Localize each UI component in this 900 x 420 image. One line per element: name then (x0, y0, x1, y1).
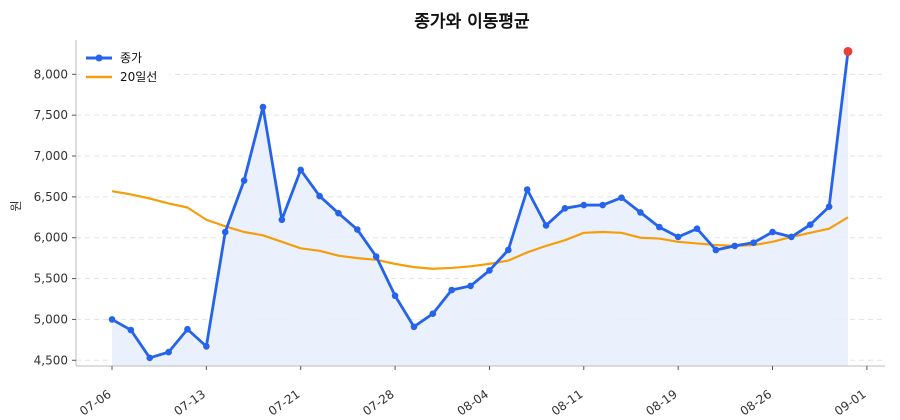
close-point (410, 323, 418, 331)
close-point (825, 203, 833, 210)
close-point (486, 267, 493, 274)
x-tick-label: 07-21 (266, 387, 303, 418)
close-point (788, 233, 795, 241)
close-point (146, 354, 154, 362)
close-point (618, 194, 625, 201)
y-tick-label: 8,000 (34, 67, 68, 81)
close-point (316, 192, 323, 200)
close-point (108, 316, 116, 323)
legend-label-close: 종가 (120, 51, 142, 65)
legend-marker-close (95, 54, 103, 62)
y-tick-label: 4,500 (34, 353, 68, 367)
close-point (731, 242, 739, 250)
close-point (372, 253, 380, 260)
area-fill-layer (112, 51, 848, 366)
legend: 종가 20일선 (80, 45, 170, 89)
close-point (505, 246, 512, 254)
series-layer (108, 46, 853, 362)
close-point (467, 282, 474, 290)
close-point (429, 310, 437, 318)
close-point (278, 216, 286, 224)
close-point (750, 239, 757, 246)
y-tick-label: 6,500 (34, 190, 68, 204)
close-point (184, 325, 191, 333)
y-tick-label: 5,000 (34, 312, 68, 326)
close-point (580, 201, 588, 209)
axes (75, 40, 885, 367)
x-tick-label: 08-11 (549, 387, 586, 418)
close-point (259, 103, 267, 111)
y-ticks: 4,500 5,000 5,500 6,000 6,500 7,000 7,500 8,000 (34, 67, 76, 367)
close-point (561, 205, 569, 212)
close-point (297, 166, 305, 174)
close-point (542, 222, 550, 229)
close-point (391, 292, 399, 300)
close-point (637, 209, 644, 216)
x-tick-label: 07-28 (360, 387, 397, 418)
close-line (111, 51, 850, 360)
y-tick-label: 6,000 (34, 231, 68, 245)
x-tick-label: 07-06 (77, 387, 114, 418)
close-point (599, 201, 606, 209)
close-point (712, 246, 720, 254)
close-point (693, 225, 701, 233)
close-point (523, 186, 531, 193)
legend-box (80, 45, 170, 89)
ma20-line (111, 190, 849, 270)
close-area-fill (112, 51, 848, 366)
y-tick-label: 7,500 (34, 108, 68, 122)
close-point (806, 221, 814, 228)
legend-label-ma20: 20일선 (120, 70, 157, 84)
close-point (165, 348, 172, 356)
close-point (221, 228, 229, 236)
close-point (127, 326, 135, 334)
close-point (448, 286, 455, 294)
chart-title: 종가와 이동평균 (414, 12, 530, 32)
last-close-point (843, 46, 853, 56)
x-tick-label: 08-26 (738, 387, 775, 418)
close-point (769, 228, 776, 236)
y-axis-label: 원 (9, 200, 23, 211)
x-tick-label: 09-01 (832, 387, 869, 418)
y-tick-label: 5,500 (34, 272, 68, 286)
close-point (240, 177, 248, 184)
x-tick-label: 07-13 (171, 387, 208, 418)
close-point (674, 233, 682, 241)
close-point (354, 226, 361, 233)
x-tick-label: 08-19 (643, 387, 680, 418)
x-ticks: 07-06 07-13 07-21 07-28 08-04 08-11 08-19 08-26… (77, 366, 869, 418)
y-tick-label: 7,000 (34, 149, 68, 163)
close-point (655, 223, 663, 231)
x-tick-label: 08-04 (455, 387, 492, 418)
close-point (203, 343, 210, 350)
close-point (335, 209, 342, 217)
